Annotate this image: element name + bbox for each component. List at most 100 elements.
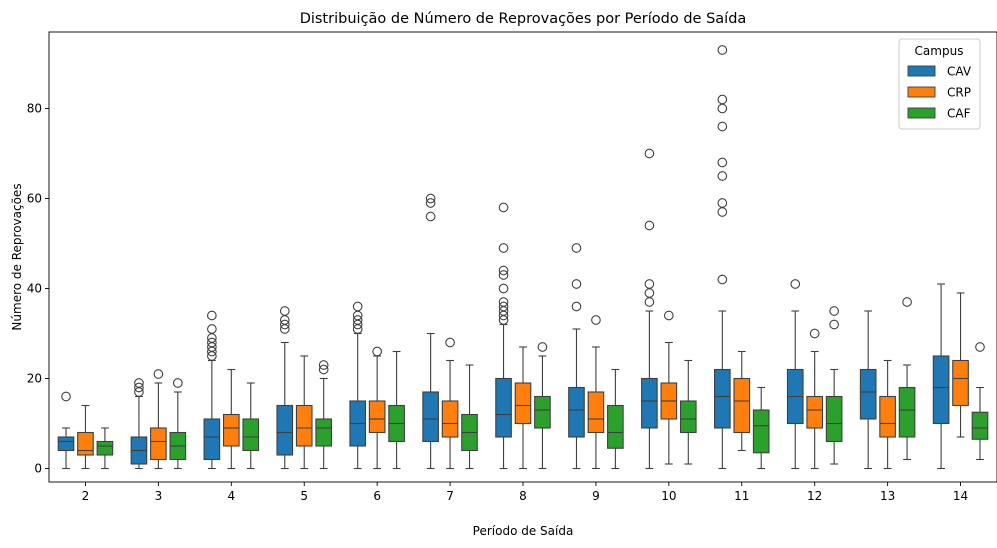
box-cav-3	[130, 378, 148, 470]
outlier-point	[498, 301, 509, 312]
y-tick-label: 40	[27, 282, 42, 296]
outlier-point	[571, 243, 582, 253]
x-tick-label: 10	[661, 489, 676, 503]
y-tick-label: 80	[27, 102, 42, 116]
box-cav-13	[859, 310, 877, 470]
box-caf-6	[388, 350, 405, 470]
outlier-point	[717, 198, 728, 208]
box-iqr	[607, 404, 624, 449]
outlier-point	[571, 279, 582, 289]
outlier-point	[717, 103, 728, 114]
box-crp-7	[441, 337, 459, 470]
box-crp-3	[150, 369, 167, 470]
x-axis-label: Período de Saída	[473, 524, 574, 538]
box-caf-5	[315, 360, 333, 470]
box-cav-12	[786, 279, 804, 470]
x-tick-label: 13	[880, 489, 895, 503]
box-iqr	[222, 413, 240, 447]
outlier-point	[425, 211, 436, 222]
box-caf-13	[898, 297, 916, 461]
x-tick-label: 12	[807, 489, 822, 503]
box-iqr	[368, 400, 386, 434]
outlier-point	[591, 315, 601, 325]
x-tick-label: 4	[227, 489, 235, 503]
box-cav-11	[713, 45, 731, 470]
legend-label-cav: CAV	[947, 65, 972, 79]
outlier-point	[790, 279, 801, 289]
legend-swatch-cav	[907, 65, 936, 77]
box-iqr	[495, 377, 512, 438]
outlier-point	[902, 297, 912, 307]
outlier-point	[717, 274, 728, 285]
box-iqr	[77, 431, 94, 456]
outlier-point	[644, 148, 655, 159]
x-tick-label: 5	[300, 489, 308, 503]
box-iqr	[276, 404, 294, 456]
outlier-point	[134, 382, 144, 393]
outlier-point	[498, 270, 509, 280]
box-crp-8	[514, 346, 532, 470]
box-iqr	[859, 368, 877, 420]
y-tick-label: 0	[34, 462, 42, 476]
outlier-point	[571, 301, 582, 312]
box-cav-6	[349, 301, 367, 470]
legend-swatch-crp	[907, 86, 936, 98]
outlier-point	[61, 391, 71, 402]
y-axis: 0 20 40 60 80	[27, 102, 49, 476]
box-crp-10	[660, 310, 678, 465]
box-cav-10	[641, 148, 658, 470]
box-caf-11	[752, 386, 770, 470]
outlier-point	[975, 342, 985, 352]
box-caf-7	[461, 364, 478, 470]
outlier-point	[352, 301, 363, 312]
legend-swatch-caf	[907, 107, 936, 119]
box-iqr	[514, 382, 532, 425]
legend-label-caf: CAF	[947, 107, 971, 121]
box-iqr	[315, 418, 333, 447]
outlier-point	[172, 378, 183, 388]
y-axis-label: Número de Reprovações	[10, 183, 24, 330]
legend-title: Campus	[915, 44, 964, 58]
box-crp-11	[733, 350, 751, 452]
box-crp-13	[879, 359, 896, 470]
x-tick-label: 3	[155, 489, 163, 503]
box-iqr	[752, 409, 770, 454]
outlier-point	[644, 279, 655, 289]
plot-area	[57, 45, 989, 470]
outlier-point	[318, 364, 329, 375]
outlier-point	[644, 220, 655, 231]
outlier-point	[717, 171, 728, 181]
x-tick-label: 2	[82, 489, 90, 503]
outlier-point	[644, 297, 655, 307]
box-iqr	[806, 395, 824, 429]
box-caf-4	[242, 382, 260, 470]
x-tick-label: 14	[953, 489, 968, 503]
x-axis: 2 3 4 5 6 7 8 9 10 11 12 13 14	[82, 482, 968, 503]
outlier-point	[829, 306, 839, 316]
outlier-point	[318, 360, 329, 370]
outlier-point	[717, 45, 728, 55]
box-cav-4	[203, 310, 221, 470]
outlier-point	[425, 193, 436, 204]
box-crp-14	[952, 292, 969, 438]
outlier-point	[445, 337, 455, 348]
box-iqr	[733, 377, 751, 434]
box-caf-14	[971, 342, 989, 461]
outlier-point	[207, 337, 217, 348]
box-cav-8	[495, 202, 512, 470]
legend-frame	[898, 38, 981, 130]
box-iqr	[879, 395, 896, 438]
outlier-point	[279, 306, 290, 316]
outlier-point	[498, 265, 509, 276]
box-caf-9	[607, 368, 624, 470]
x-tick-label: 8	[519, 489, 527, 503]
box-cav-2	[57, 391, 75, 470]
outlier-point	[207, 310, 217, 321]
box-crp-12	[806, 328, 824, 470]
box-cav-9	[568, 243, 585, 470]
outlier-point	[717, 157, 728, 168]
box-iqr	[898, 386, 916, 438]
chart-title: Distribuição de Número de Reprovações po…	[300, 11, 747, 27]
box-iqr	[932, 355, 950, 425]
